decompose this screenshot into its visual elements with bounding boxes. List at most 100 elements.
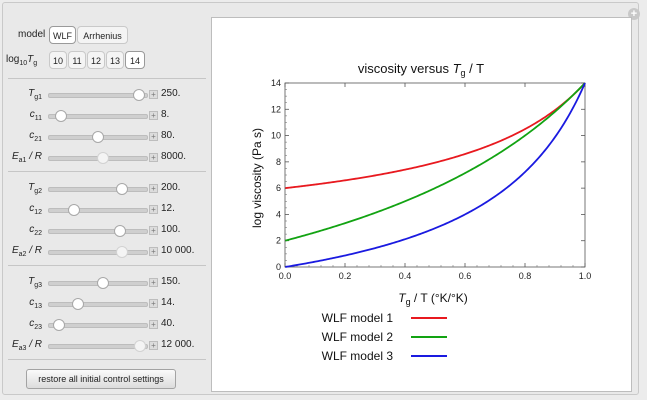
log10tg-option-10[interactable]: 10 <box>49 51 67 69</box>
restore-settings-button[interactable]: restore all initial control settings <box>26 369 176 389</box>
slider-thumb[interactable] <box>133 89 146 101</box>
slider-expand-plus-icon[interactable]: + <box>149 226 158 235</box>
slider-expand-plus-icon[interactable]: + <box>149 132 158 141</box>
slider-track[interactable] <box>48 298 148 310</box>
x-tick-label: 0.6 <box>459 271 472 281</box>
slider-track[interactable] <box>48 183 148 195</box>
divider <box>8 359 206 360</box>
param-label: c11 <box>0 109 42 122</box>
chart-title-part: g <box>461 68 466 78</box>
series-line-1 <box>285 82 586 190</box>
slider-thumb[interactable] <box>54 110 67 122</box>
y-tick-label: 2 <box>276 236 281 246</box>
slider-thumb[interactable] <box>92 131 104 143</box>
series-line-2 <box>285 82 586 242</box>
slider-expand-plus-icon[interactable]: + <box>149 341 158 350</box>
slider-thumb[interactable] <box>52 319 65 331</box>
param-subscript: g2 <box>34 188 42 195</box>
x-tick-label: 0.0 <box>279 271 292 281</box>
log10tg-option-11[interactable]: 11 <box>68 51 86 69</box>
slider-row-ea2: Ea2 / R +10 000. <box>0 244 210 260</box>
param-subscript: 11 <box>34 115 42 122</box>
slider-thumb[interactable] <box>96 277 109 289</box>
slider-expand-plus-icon[interactable]: + <box>149 184 158 193</box>
slider-track[interactable] <box>48 225 148 237</box>
model-option-wlf[interactable]: WLF <box>49 26 76 44</box>
slider-track[interactable] <box>48 277 148 289</box>
y-tick-label: 12 <box>271 104 281 114</box>
param-symbol: E <box>11 151 19 162</box>
param-suffix: / R <box>26 339 42 350</box>
param-subscript: 23 <box>34 324 42 331</box>
model-option-arrhenius[interactable]: Arrhenius <box>77 26 128 44</box>
slider-value: 200. <box>161 182 181 193</box>
slider-track[interactable] <box>48 340 148 352</box>
slider-row-tg1: Tg1 +250. <box>0 87 210 103</box>
slider-thumb[interactable] <box>72 298 85 310</box>
param-subscript: g1 <box>34 94 42 101</box>
x-tick-label: 1.0 <box>579 271 592 281</box>
slider-value: 14. <box>161 297 175 308</box>
slider-expand-plus-icon[interactable]: + <box>149 299 158 308</box>
slider-row-c12: c12 +12. <box>0 202 210 218</box>
log10tg-label: log10Tg <box>6 54 38 67</box>
slider-value: 40. <box>161 318 175 329</box>
series-line-3 <box>285 82 586 268</box>
x-label-part: T <box>398 291 407 305</box>
slider-row-c22: c22 +100. <box>0 223 210 239</box>
param-suffix: / R <box>26 245 42 256</box>
slider-track[interactable] <box>48 204 148 216</box>
slider-thumb[interactable] <box>96 152 109 164</box>
param-label: c23 <box>0 318 42 331</box>
slider-expand-plus-icon[interactable]: + <box>149 205 158 214</box>
slider-track[interactable] <box>48 89 148 101</box>
x-tick-label: 0.4 <box>399 271 412 281</box>
param-label: Tg2 <box>0 182 42 195</box>
slider-value: 100. <box>161 224 181 235</box>
log10tg-option-13[interactable]: 13 <box>106 51 124 69</box>
param-label: c12 <box>0 203 42 216</box>
slider-expand-plus-icon[interactable]: + <box>149 320 158 329</box>
param-symbol: c <box>29 224 35 235</box>
param-symbol: c <box>29 318 35 329</box>
log10tg-selector-row: log10Tg 10 11 12 13 14 <box>0 51 210 69</box>
chart-title-part: / T <box>466 61 485 76</box>
slider-row-ea3: Ea3 / R +12 000. <box>0 338 210 354</box>
model-label: model <box>18 29 46 40</box>
slider-expand-plus-icon[interactable]: + <box>149 153 158 162</box>
slider-expand-plus-icon[interactable]: + <box>149 111 158 120</box>
slider-value: 12. <box>161 203 175 214</box>
param-label: Tg1 <box>0 88 42 101</box>
slider-thumb[interactable] <box>67 204 80 216</box>
slider-expand-plus-icon[interactable]: + <box>149 90 158 99</box>
slider-row-ea1: Ea1 / R +8000. <box>0 150 210 166</box>
y-tick-label: 6 <box>276 183 281 193</box>
slider-track[interactable] <box>48 131 148 143</box>
log10tg-option-14[interactable]: 14 <box>125 51 145 69</box>
param-subscript: 22 <box>34 230 42 237</box>
slider-track[interactable] <box>48 110 148 122</box>
slider-expand-plus-icon[interactable]: + <box>149 278 158 287</box>
y-tick-label: 8 <box>276 157 281 167</box>
slider-expand-plus-icon[interactable]: + <box>149 247 158 256</box>
legend-label: WLF model 3 <box>322 349 394 363</box>
param-symbol: c <box>29 297 35 308</box>
chart-title-part: viscosity versus <box>358 61 453 76</box>
x-tick-label: 0.8 <box>519 271 532 281</box>
slider-thumb[interactable] <box>134 340 147 352</box>
log10tg-option-12[interactable]: 12 <box>87 51 105 69</box>
slider-value: 250. <box>161 88 181 99</box>
slider-track[interactable] <box>48 246 148 258</box>
plot-frame <box>284 82 586 268</box>
param-subscript: a3 <box>18 345 27 352</box>
param-symbol: E <box>11 245 19 256</box>
slider-row-c13: c13 +14. <box>0 296 210 312</box>
param-label: Ea1 / R <box>0 151 42 164</box>
param-label: c21 <box>0 130 42 143</box>
slider-track[interactable] <box>48 152 148 164</box>
slider-thumb[interactable] <box>115 246 128 258</box>
slider-thumb[interactable] <box>115 183 128 195</box>
slider-thumb[interactable] <box>113 225 126 237</box>
slider-track[interactable] <box>48 319 148 331</box>
y-axis-label: log viscosity (Pa s) <box>250 128 264 228</box>
